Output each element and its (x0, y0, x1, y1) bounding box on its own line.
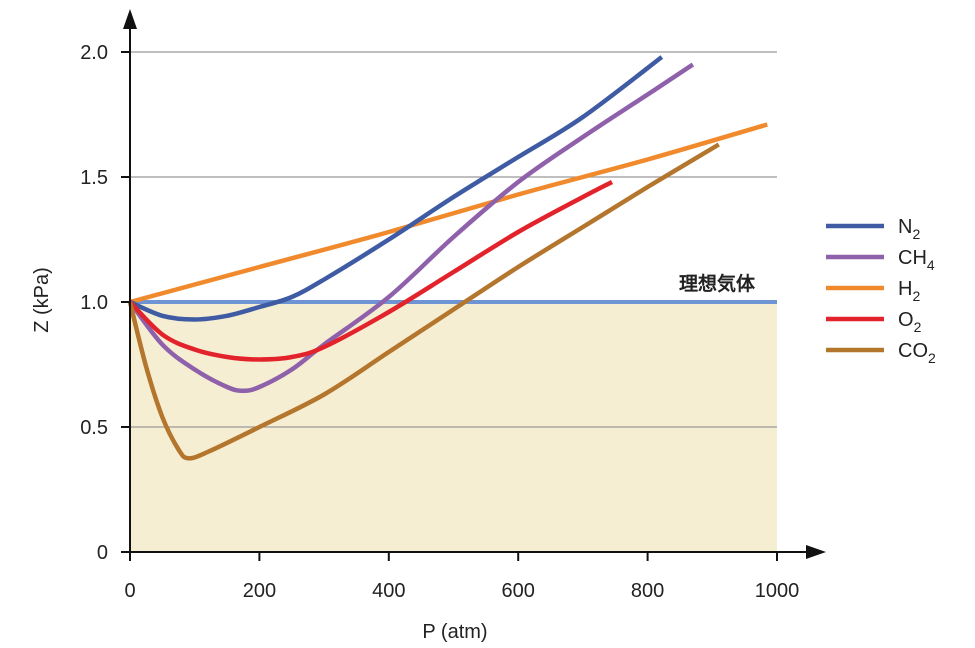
series-line-h2 (129, 122, 768, 305)
y-tick-label-0: 0 (97, 542, 108, 564)
y-tick-label-4: 2.0 (80, 42, 108, 64)
legend-label-2: H2 (898, 278, 920, 304)
y-axis-title: Z (kPa) (31, 267, 53, 333)
x-tick-label-1: 200 (243, 580, 276, 602)
ideal-gas-label: 理想気体 (679, 272, 756, 295)
x-axis-arrow (806, 545, 826, 559)
y-tick-label-2: 1.0 (80, 292, 108, 314)
y-tick-label-1: 0.5 (80, 417, 108, 439)
legend-label-1: CH4 (898, 247, 935, 273)
x-tick-label-2: 400 (372, 580, 405, 602)
legend-label-0: N2 (898, 216, 920, 242)
y-tick-label-3: 1.5 (80, 167, 108, 189)
series-line-n2 (129, 55, 664, 322)
x-tick-label-4: 800 (631, 580, 664, 602)
legend-label-3: O2 (898, 309, 922, 335)
x-tick-label-3: 600 (502, 580, 535, 602)
y-axis-arrow (123, 9, 137, 29)
legend-label-4: CO2 (898, 340, 936, 366)
x-tick-label-5: 1000 (755, 580, 800, 602)
x-axis-title: P (atm) (422, 621, 487, 643)
series-line-o2 (128, 180, 614, 362)
x-tick-label-0: 0 (124, 580, 135, 602)
series-line-co2 (127, 142, 720, 461)
